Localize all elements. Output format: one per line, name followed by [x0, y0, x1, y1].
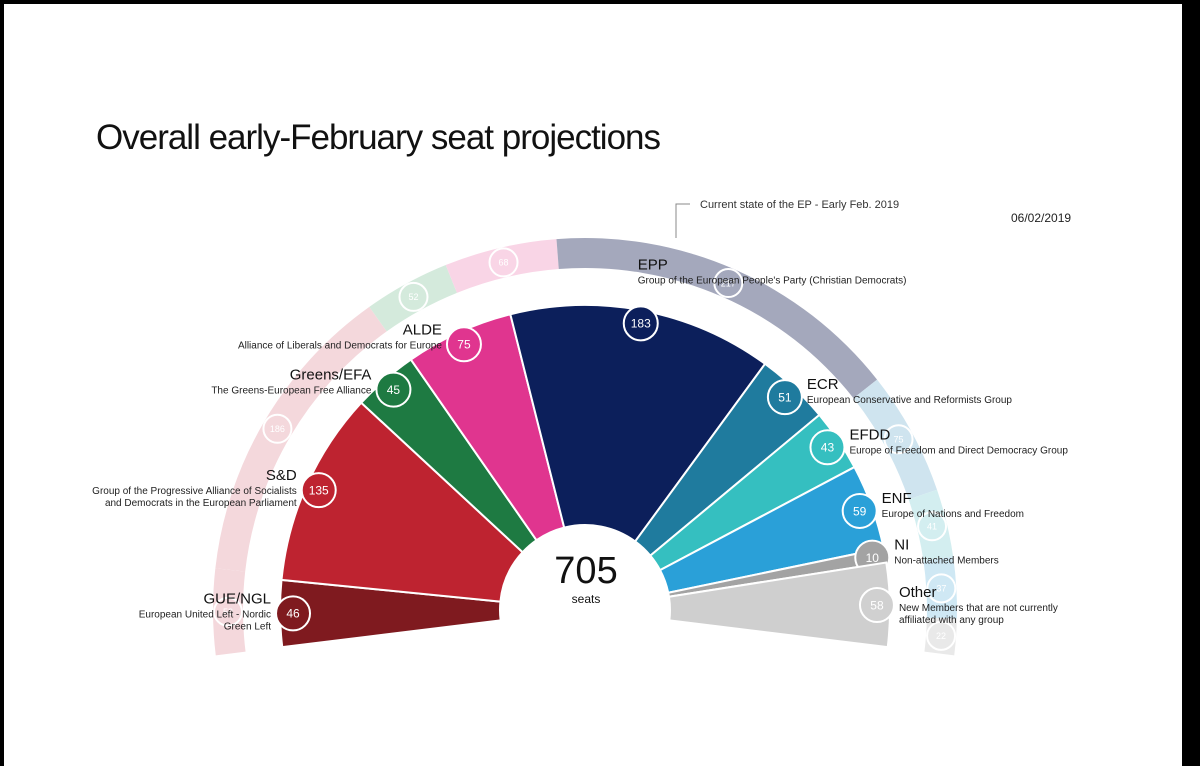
current-badge-greens-efa	[398, 281, 429, 312]
current-value-gue-ngl: 52	[223, 607, 233, 617]
current-value-s-d: 186	[270, 424, 285, 434]
party-name-enf: ENF	[882, 490, 912, 507]
party-name-ecr: ECR	[807, 376, 839, 393]
party-name-greens-efa: Greens/EFA	[290, 367, 372, 384]
slice-badge-efdd	[809, 429, 846, 466]
party-name-efdd: EFDD	[849, 426, 890, 443]
current-badge-gue-ngl	[213, 596, 244, 627]
total-seats-label: seats	[572, 592, 601, 606]
current-badge-ecr	[883, 424, 914, 455]
party-name-ni: NI	[894, 537, 909, 554]
center-hole	[500, 525, 670, 695]
party-desc-ecr: European Conservative and Reformists Gro…	[807, 395, 1013, 406]
slice-value-epp: 183	[631, 317, 651, 331]
slice-value-other: 58	[870, 598, 884, 612]
party-desc-s-d: Group of the Progressive Alliance of Soc…	[92, 486, 297, 497]
slice-badge-epp	[622, 305, 659, 342]
party-desc-gue-ngl: Green Left	[224, 621, 271, 632]
chart-date: 06/02/2019	[1011, 211, 1072, 225]
slice-badge-ecr	[766, 379, 803, 416]
party-desc-other: New Members that are not currently	[899, 603, 1058, 614]
party-desc-s-d: and Democrats in the European Parliament	[105, 498, 297, 509]
current-badge-enf	[926, 573, 957, 604]
party-name-gue-ngl: GUE/NGL	[204, 590, 272, 607]
current-value-enf: 37	[936, 584, 946, 594]
party-name-epp: EPP	[638, 256, 668, 273]
current-value-ecr: 75	[894, 435, 904, 445]
party-name-alde: ALDE	[403, 321, 442, 338]
current-value-alde: 68	[499, 258, 509, 268]
slice-value-greens-efa: 45	[387, 383, 401, 397]
slice-value-ecr: 51	[778, 390, 792, 404]
slice-badge-greens-efa	[375, 371, 412, 408]
party-name-other: Other	[899, 584, 937, 601]
slice-badge-s-d	[300, 472, 337, 509]
current-s-d	[215, 306, 387, 572]
current-badge-alde	[488, 247, 519, 278]
party-desc-alde: Alliance of Liberals and Democrats for E…	[238, 340, 442, 351]
current-epp	[556, 238, 878, 399]
chart-title: Overall early-February seat projections	[96, 118, 661, 157]
slice-value-enf: 59	[853, 504, 867, 518]
party-desc-gue-ngl: European United Left - Nordic	[139, 609, 271, 620]
current-badge-s-d	[262, 413, 293, 444]
party-desc-other: affiliated with any group	[899, 615, 1004, 626]
party-desc-efdd: Europe of Freedom and Direct Democracy G…	[849, 445, 1068, 456]
party-desc-ni: Non-attached Members	[894, 556, 999, 567]
current-value-greens-efa: 52	[408, 292, 418, 302]
slice-value-ni: 10	[866, 551, 880, 565]
current-ring: 52 186 52 68 217 75 41 37 22	[212, 238, 958, 656]
current-value-epp: 217	[721, 278, 736, 288]
current-badge-epp	[713, 268, 744, 299]
party-desc-enf: Europe of Nations and Freedom	[882, 509, 1024, 520]
party-desc-epp: Group of the European People's Party (Ch…	[638, 275, 907, 286]
current-value-efdd: 41	[927, 522, 937, 532]
projection-slices: 46 135 45 75 183 51 43 59 10 58	[275, 304, 895, 649]
slice-badge-enf	[841, 492, 878, 529]
total-seats-value: 705	[554, 550, 617, 592]
slice-badge-gue-ngl	[275, 595, 312, 632]
party-name-s-d: S&D	[266, 467, 297, 484]
slice-value-s-d: 135	[309, 483, 329, 497]
current-state-label: Current state of the EP - Early Feb. 201…	[700, 199, 899, 211]
current-badge-efdd	[917, 511, 948, 542]
party-desc-greens-efa: The Greens-European Free Alliance	[211, 386, 372, 397]
current-state-leader-line	[675, 203, 690, 238]
slice-value-efdd: 43	[821, 441, 835, 455]
slice-value-gue-ngl: 46	[286, 607, 300, 621]
current-value-ni: 22	[936, 631, 946, 641]
slice-badge-other	[858, 587, 895, 624]
slice-badge-alde	[445, 326, 482, 363]
slice-value-alde: 75	[457, 338, 471, 352]
current-badge-ni	[926, 620, 957, 651]
